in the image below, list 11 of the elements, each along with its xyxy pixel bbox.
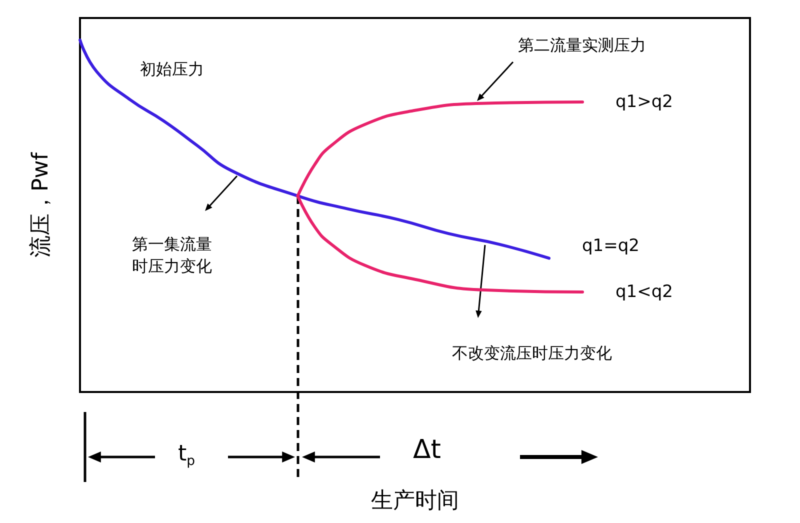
annotation: 第二流量实测压力 xyxy=(518,36,646,54)
annotation: 时压力变化 xyxy=(132,256,212,276)
annotation: 第一集流量 xyxy=(132,234,212,254)
series-label: q1<q2 xyxy=(616,282,673,302)
series-label: q1=q2 xyxy=(582,236,640,256)
annotation: 初始压力 xyxy=(140,60,204,78)
text: Δt xyxy=(413,435,441,465)
annotation: 不改变流压时压力变化 xyxy=(452,344,612,362)
series-label: q1>q2 xyxy=(616,92,673,112)
x-axis-title: 生产时间 xyxy=(371,488,459,514)
y-axis-title: 流压，Pwf xyxy=(28,151,54,258)
